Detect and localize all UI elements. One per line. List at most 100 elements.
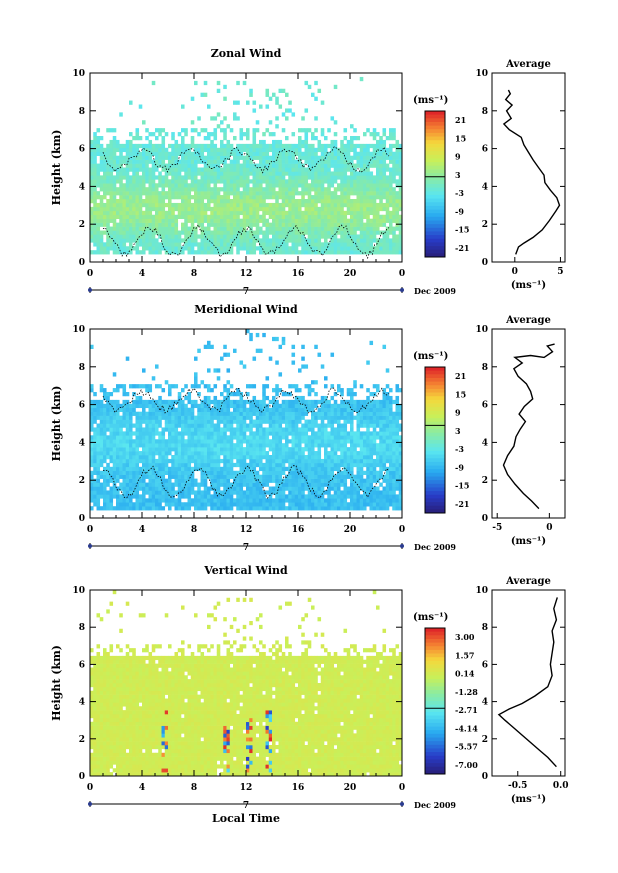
- heatmap-cell: [122, 175, 127, 180]
- heatmap-cell: [158, 250, 162, 255]
- heatmap-cell: [132, 179, 136, 184]
- heatmap-cell: [324, 226, 328, 231]
- heatmap-cell: [333, 246, 338, 251]
- heatmap-cell: [161, 458, 166, 464]
- heatmap-cell: [103, 490, 107, 495]
- heatmap-cell: [307, 498, 312, 503]
- heatmap-cell: [320, 151, 325, 156]
- heatmap-cell: [190, 502, 195, 507]
- heatmap-cell: [333, 502, 338, 507]
- heatmap-cell: [324, 478, 328, 483]
- heatmap-cell: [177, 230, 182, 235]
- heatmap-cell: [320, 423, 325, 428]
- heatmap-cell: [236, 462, 240, 468]
- heatmap-cell: [246, 159, 250, 164]
- heatmap-cell: [320, 431, 325, 436]
- heatmap-cell: [210, 230, 214, 235]
- heatmap-cell: [301, 490, 305, 495]
- heatmap-cell: [314, 490, 318, 495]
- heatmap-cell: [359, 443, 364, 448]
- heatmap-cell: [158, 506, 162, 511]
- heatmap-cell: [106, 179, 110, 184]
- heatmap-cell: [223, 246, 227, 251]
- heatmap-cell: [379, 175, 383, 180]
- heatmap-cell: [223, 183, 227, 188]
- heatmap-cell: [350, 470, 354, 475]
- heatmap-cell: [385, 187, 390, 192]
- heatmap-cell: [236, 494, 240, 499]
- heatmap-cell: [125, 423, 130, 428]
- heatmap-cell: [252, 462, 257, 468]
- heatmap-cell: [346, 202, 351, 208]
- heatmap-cell: [194, 128, 198, 133]
- heatmap-cell: [171, 498, 175, 503]
- heatmap-cell: [168, 234, 172, 239]
- heatmap-cell: [138, 214, 143, 219]
- heatmap-cell: [327, 451, 331, 456]
- heatmap-cell: [262, 435, 266, 440]
- heatmap-cell: [265, 159, 270, 164]
- heatmap-cell: [330, 246, 335, 251]
- heatmap-cell: [259, 139, 263, 145]
- heatmap-cell: [304, 458, 309, 464]
- heatmap-cell: [272, 132, 276, 137]
- heatmap-cell: [203, 147, 208, 153]
- heatmap-cell: [330, 214, 335, 219]
- heatmap-cell: [291, 451, 296, 456]
- heatmap-cell: [233, 482, 237, 487]
- colorbar-unit: (ms⁻¹): [413, 95, 448, 106]
- heatmap-cell: [190, 486, 195, 491]
- heatmap-cell: [207, 143, 211, 149]
- heatmap-cell: [359, 246, 364, 251]
- heatmap-cell: [181, 187, 185, 192]
- heatmap-cell: [324, 490, 328, 495]
- heatmap-cell: [385, 242, 390, 247]
- heatmap-cell: [372, 202, 377, 208]
- heatmap-cell: [90, 419, 94, 424]
- heatmap-cell: [281, 478, 286, 483]
- heatmap-cell: [337, 195, 341, 200]
- heatmap-cell: [272, 206, 276, 212]
- heatmap-cell: [369, 195, 374, 200]
- heatmap-cell: [223, 447, 227, 452]
- heatmap-cell: [398, 250, 403, 255]
- heatmap-cell: [249, 455, 253, 460]
- heatmap-cell: [226, 415, 231, 420]
- heatmap-cell: [288, 100, 292, 105]
- heatmap-cell: [346, 159, 351, 164]
- heatmap-cell: [265, 88, 270, 93]
- heatmap-cell: [262, 147, 266, 153]
- heatmap-cell: [379, 230, 383, 235]
- heatmap-cell: [200, 143, 205, 149]
- heatmap-cell: [129, 423, 133, 428]
- heatmap-cell: [281, 431, 286, 436]
- heatmap-cell: [252, 439, 257, 444]
- heatmap-cell: [129, 419, 133, 424]
- heatmap-cell: [350, 494, 354, 499]
- colorbar-swatch: [425, 184, 445, 189]
- heatmap-cell: [324, 455, 328, 460]
- heatmap-cell: [389, 470, 393, 475]
- heatmap-cell: [366, 191, 370, 196]
- heatmap-cell: [379, 415, 383, 420]
- heatmap-cell: [197, 222, 201, 227]
- heatmap-cell: [298, 136, 302, 141]
- heatmap-cell: [268, 431, 273, 436]
- heatmap-cell: [304, 143, 309, 149]
- heatmap-cell: [200, 478, 205, 483]
- heatmap-cell: [252, 143, 257, 149]
- heatmap-cell: [226, 191, 231, 196]
- heatmap-cell: [151, 246, 156, 251]
- heatmap-cell: [275, 163, 279, 168]
- heatmap-cell: [148, 234, 153, 239]
- heatmap-cell: [301, 427, 305, 432]
- heatmap-cell: [327, 246, 331, 251]
- heatmap-cell: [138, 179, 143, 184]
- heatmap-cell: [210, 218, 214, 223]
- heatmap-cell: [288, 419, 292, 424]
- heatmap-cell: [125, 218, 130, 223]
- heatmap-cell: [353, 435, 357, 440]
- heatmap-cell: [197, 458, 201, 464]
- heatmap-cell: [294, 191, 299, 196]
- heatmap-cell: [177, 506, 182, 511]
